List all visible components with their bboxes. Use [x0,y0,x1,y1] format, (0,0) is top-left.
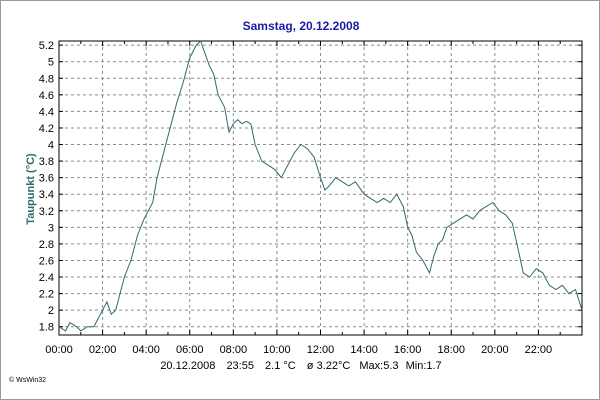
y-tick-label: 2.4 [39,272,54,284]
dew-point-series-line [58,40,583,332]
x-tick-label: 12:00 [307,344,335,356]
x-tick-label: 06:00 [176,344,204,356]
y-tick-label: 4.6 [39,90,54,102]
grid [59,41,582,335]
x-tick-label: 00:00 [45,344,73,356]
status-max: Max:5.3 [359,360,398,372]
status-current: 2.1 °C [265,360,296,372]
software-credit: © WsWin32 [9,376,46,384]
y-tick-label: 4 [48,140,54,152]
status-line: 20.12.2008 23:55 2.1 °C ø 3.22°C Max:5.3… [160,360,441,372]
x-tick-label: 16:00 [394,344,422,356]
x-tick-label: 22:00 [525,344,553,356]
y-tick-label: 3.6 [39,173,54,185]
y-tick-label: 5.2 [39,40,54,52]
y-axis-ticks: 1.8 2 2.2 2.4 2.6 2.8 3 3.2 3.4 3.6 3.8 4 4.2 4.4 4.6 4… [39,40,582,334]
status-average: ø 3.22°C [307,360,351,372]
y-tick-label: 4.8 [39,73,54,85]
status-min: Min:1.7 [406,360,442,372]
y-tick-label: 2.2 [39,289,54,301]
y-tick-label: 3.4 [39,189,54,201]
y-tick-label: 3.2 [39,206,54,218]
y-tick-label: 3 [48,222,54,234]
x-tick-label: 08:00 [220,344,248,356]
x-tick-label: 10:00 [263,344,291,356]
y-tick-label: 1.8 [39,322,54,334]
y-tick-label: 4.2 [39,123,54,135]
x-tick-label: 20:00 [481,344,509,356]
x-tick-label: 18:00 [437,344,465,356]
status-time: 23:55 [226,360,254,372]
x-tick-label: 02:00 [89,344,117,356]
status-date: 20.12.2008 [160,360,215,372]
x-axis-ticks: 00:00 02:00 04:00 06:00 08:00 10:00 12:00 14:00… [45,41,583,356]
y-tick-label: 5 [48,57,54,69]
chart-title: Samstag, 20.12.2008 [243,19,360,33]
y-tick-label: 3.8 [39,156,54,168]
x-tick-label: 14:00 [350,344,378,356]
y-axis-label: Taupunkt (°C) [25,153,37,225]
x-tick-label: 04:00 [132,344,160,356]
y-tick-label: 2.6 [39,255,54,267]
y-tick-label: 4.4 [39,106,54,118]
y-tick-label: 2 [48,305,54,317]
y-tick-label: 2.8 [39,239,54,251]
